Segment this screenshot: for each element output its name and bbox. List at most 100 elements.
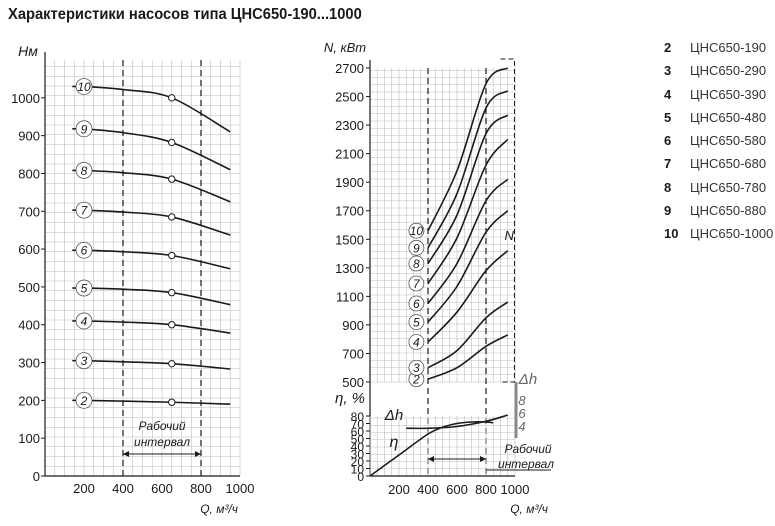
left-x-tick-label: 600 (151, 481, 173, 496)
head-curve-label: 7 (81, 204, 89, 218)
head-curve-label-circle (75, 391, 93, 409)
left-x-tick-label: 200 (73, 481, 95, 496)
right-x-tick-label: 200 (388, 482, 410, 497)
power-curve-label-circle (408, 239, 425, 256)
legend-item: 4 ЦНС650-390 (664, 87, 774, 110)
legend-item-name: ЦНС650-190 (690, 40, 767, 55)
legend-item: 3 ЦНС650-290 (664, 63, 774, 86)
power-curve (427, 178, 509, 304)
left-y-tick-label: 900 (18, 129, 40, 144)
power-bracket (500, 58, 515, 383)
efficiency-tick-label: 60 (351, 425, 365, 439)
nominal-point (168, 251, 176, 260)
legend-item-number: 6 (664, 133, 672, 149)
left-y-tick-label: 0 (33, 469, 40, 484)
right-x-axis-label: Q, м³/ч (510, 502, 548, 516)
power-curve (427, 210, 509, 323)
power-tick-label: 1700 (335, 204, 364, 219)
head-curve (83, 249, 231, 270)
power-curve-label: 4 (413, 336, 420, 350)
power-curve-label: 3 (413, 361, 420, 375)
head-curve-label: 6 (81, 244, 88, 258)
power-curve-label: 5 (413, 316, 420, 330)
left-working-interval-label: интервал (134, 435, 190, 449)
efficiency-axis-label: η, % (335, 390, 365, 407)
power-curve (427, 334, 509, 380)
head-curve-label: 10 (77, 80, 91, 94)
left-y-axis-label: Hм (18, 43, 38, 59)
power-curve-label-circle (408, 255, 425, 272)
power-tick-label: 1300 (335, 261, 364, 276)
power-curve (427, 90, 509, 249)
legend-item-number: 10 (664, 226, 679, 242)
legend-item-number: 3 (664, 63, 672, 79)
head-curve (83, 209, 231, 236)
page-title: Характеристики насосов типа ЦНС650-190..… (8, 6, 362, 23)
legend-item-name: ЦНС650-580 (690, 133, 767, 149)
power-curve-label: 7 (413, 277, 421, 291)
head-curve (83, 320, 231, 334)
legend-item: 2 ЦНС650-190 (664, 40, 774, 63)
power-curve-label: 8 (413, 257, 420, 271)
legend-item: 5 ЦНС650-480 (664, 110, 774, 133)
efficiency-tick-label: 0 (357, 470, 364, 484)
efficiency-tick-label: 30 (351, 448, 365, 462)
legend-item: 8 ЦНС650-780 (664, 180, 774, 203)
dh-tick-label: 6 (518, 406, 526, 421)
right-working-interval-label: Рабочий (504, 442, 551, 456)
dh-axis-label: Δh (518, 371, 537, 388)
head-curve-label: 3 (81, 354, 88, 368)
nominal-point (168, 359, 176, 368)
head-curve (83, 128, 231, 171)
legend-item-name: ЦНС650-780 (690, 179, 767, 195)
power-curve (427, 138, 509, 284)
dh-tick-label: 8 (518, 393, 526, 408)
left-y-tick-label: 700 (18, 204, 40, 219)
power-curve-label-circle (408, 359, 425, 376)
dh-curve-label: Δh (384, 407, 403, 424)
efficiency-tick-label: 20 (351, 455, 365, 469)
head-curve-label: 5 (81, 282, 88, 296)
power-curve-label-circle (408, 314, 425, 330)
power-tick-label: 500 (342, 375, 364, 390)
left-y-tick-label: 100 (18, 431, 40, 446)
efficiency-curve-label: η (390, 434, 399, 451)
left-x-tick-label: 800 (190, 481, 212, 496)
legend-item-number: 9 (664, 203, 672, 219)
legend-item-number: 5 (664, 109, 672, 125)
power-curve-label-circle (408, 275, 425, 292)
dh-tick-label: 4 (518, 419, 525, 434)
legend-item-name: ЦНС650-480 (690, 109, 767, 125)
left-y-tick-label: 600 (18, 242, 40, 257)
left-x-tick-label: 1000 (226, 481, 255, 496)
head-curve (83, 169, 231, 203)
power-curve-label-circle (408, 334, 425, 350)
efficiency-tick-label: 80 (351, 410, 365, 424)
left-x-tick-label: 400 (112, 481, 134, 496)
power-tick-label: 700 (342, 346, 364, 361)
head-curve (83, 359, 231, 370)
power-curve (427, 250, 509, 343)
head-curve-label-circle (75, 352, 93, 370)
power-tick-label: 2500 (335, 90, 364, 105)
efficiency-tick-label: 40 (351, 440, 365, 454)
head-curve-label-circle (75, 241, 93, 259)
legend-item-number: 8 (664, 179, 672, 195)
right-working-interval-arrowhead (480, 456, 486, 462)
power-curve-label-circle (408, 295, 425, 312)
power-curves-marker: N (505, 228, 515, 243)
legend-item-number: 2 (664, 40, 672, 55)
head-curve-label: 4 (81, 314, 88, 328)
dh-curve (406, 414, 508, 430)
head-curve-label-circle (75, 120, 93, 138)
legend-item-name: ЦНС650-680 (690, 156, 767, 172)
right-lower-grid (369, 416, 516, 477)
head-curve-label: 2 (80, 394, 88, 408)
power-tick-label: 2100 (335, 147, 364, 162)
power-curve (427, 301, 509, 369)
head-curve-label-circle (75, 78, 93, 95)
power-curve-label-circle (408, 222, 425, 239)
head-curve-label: 9 (81, 122, 88, 136)
nominal-point (168, 398, 176, 406)
